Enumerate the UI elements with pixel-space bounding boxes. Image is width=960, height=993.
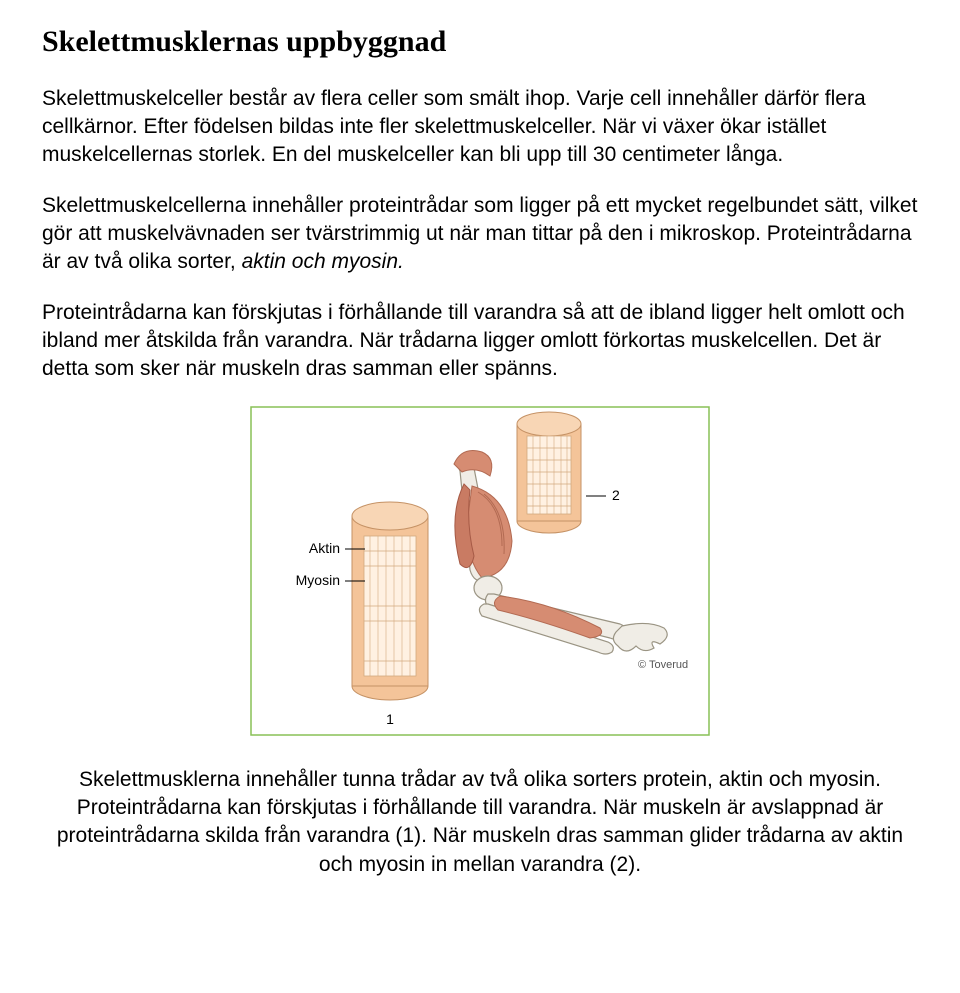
- cylinder-1: [352, 502, 428, 700]
- label-one: 1: [386, 711, 394, 727]
- paragraph-2: Skelettmuskelcellerna innehåller protein…: [42, 192, 918, 277]
- label-credit: © Toverud: [638, 659, 688, 671]
- muscle-diagram: Aktin Myosin 2 1 © Toverud: [250, 406, 710, 736]
- page-title: Skelettmusklernas uppbyggnad: [42, 22, 918, 63]
- cylinder-2: [517, 412, 581, 533]
- diagram-container: Aktin Myosin 2 1 © Toverud: [42, 406, 918, 736]
- figure-caption: Skelettmusklerna innehåller tunna trådar…: [42, 766, 918, 879]
- paragraph-3: Proteintrådarna kan förskjutas i förhåll…: [42, 299, 918, 384]
- label-myosin: Myosin: [296, 572, 340, 588]
- label-aktin: Aktin: [309, 540, 340, 556]
- paragraph-1: Skelettmuskelceller består av flera cell…: [42, 85, 918, 170]
- paragraph-2-italic: aktin och myosin.: [242, 250, 404, 273]
- label-two: 2: [612, 487, 620, 503]
- paragraph-2-text: Skelettmuskelcellerna innehåller protein…: [42, 194, 917, 274]
